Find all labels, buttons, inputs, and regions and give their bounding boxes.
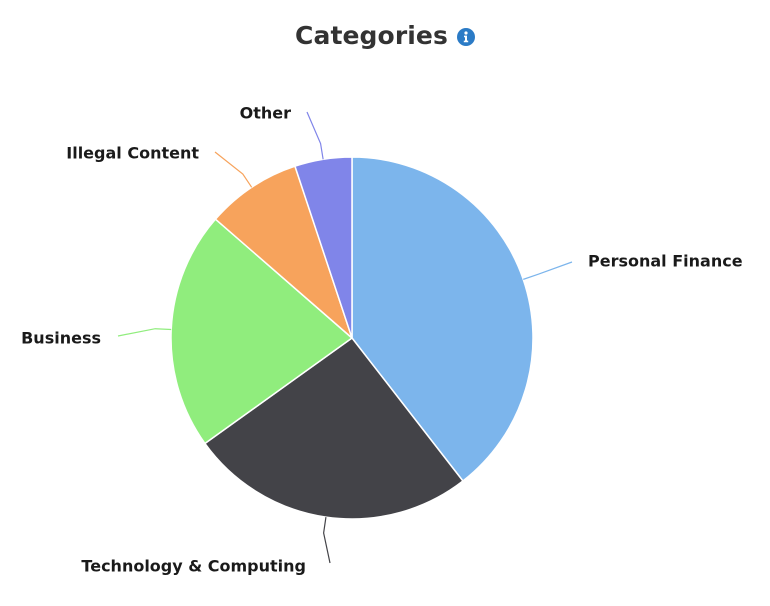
info-circle-icon[interactable] — [456, 28, 475, 46]
connector-personal-finance — [523, 261, 573, 280]
label-connectors — [117, 111, 573, 564]
chart-header: Categories — [0, 14, 770, 56]
chart-title: Categories — [295, 20, 448, 50]
slice-label-other: Other — [240, 104, 291, 123]
slice-labels: Personal Finance Technology & Computing Bu… — [21, 104, 743, 576]
slice-label-illegal-content: Illegal Content — [66, 144, 199, 163]
connector-technology-and-computing — [323, 517, 331, 564]
connector-illegal-content — [214, 151, 253, 188]
pie-slices — [170, 156, 534, 520]
pie-slice-other[interactable] — [294, 156, 353, 339]
slice-label-personal-finance: Personal Finance — [588, 252, 743, 271]
connector-other — [306, 111, 324, 160]
slice-label-technology-and-computing: Technology & Computing — [81, 557, 306, 576]
info-circle-icon-graphic — [456, 28, 475, 46]
connector-business — [117, 328, 172, 337]
pie-slice-personal-finance[interactable] — [351, 156, 534, 482]
pie-slice-illegal-content[interactable] — [214, 165, 353, 339]
slice-label-business: Business — [21, 329, 101, 348]
